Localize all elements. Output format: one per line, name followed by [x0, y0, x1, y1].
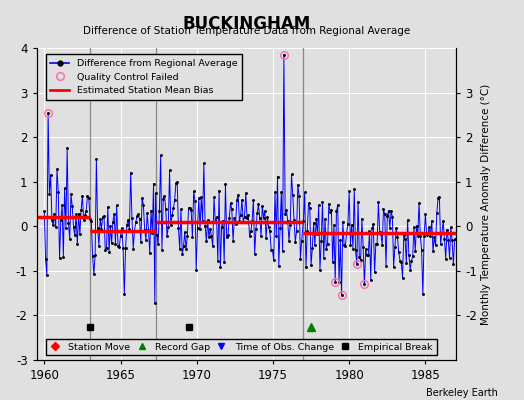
Title: BUCKINGHAM: BUCKINGHAM: [182, 14, 310, 32]
Legend: Station Move, Record Gap, Time of Obs. Change, Empirical Break: Station Move, Record Gap, Time of Obs. C…: [46, 339, 436, 355]
Text: Berkeley Earth: Berkeley Earth: [426, 388, 498, 398]
Text: Difference of Station Temperature Data from Regional Average: Difference of Station Temperature Data f…: [83, 26, 410, 36]
Y-axis label: Monthly Temperature Anomaly Difference (°C): Monthly Temperature Anomaly Difference (…: [481, 83, 491, 325]
